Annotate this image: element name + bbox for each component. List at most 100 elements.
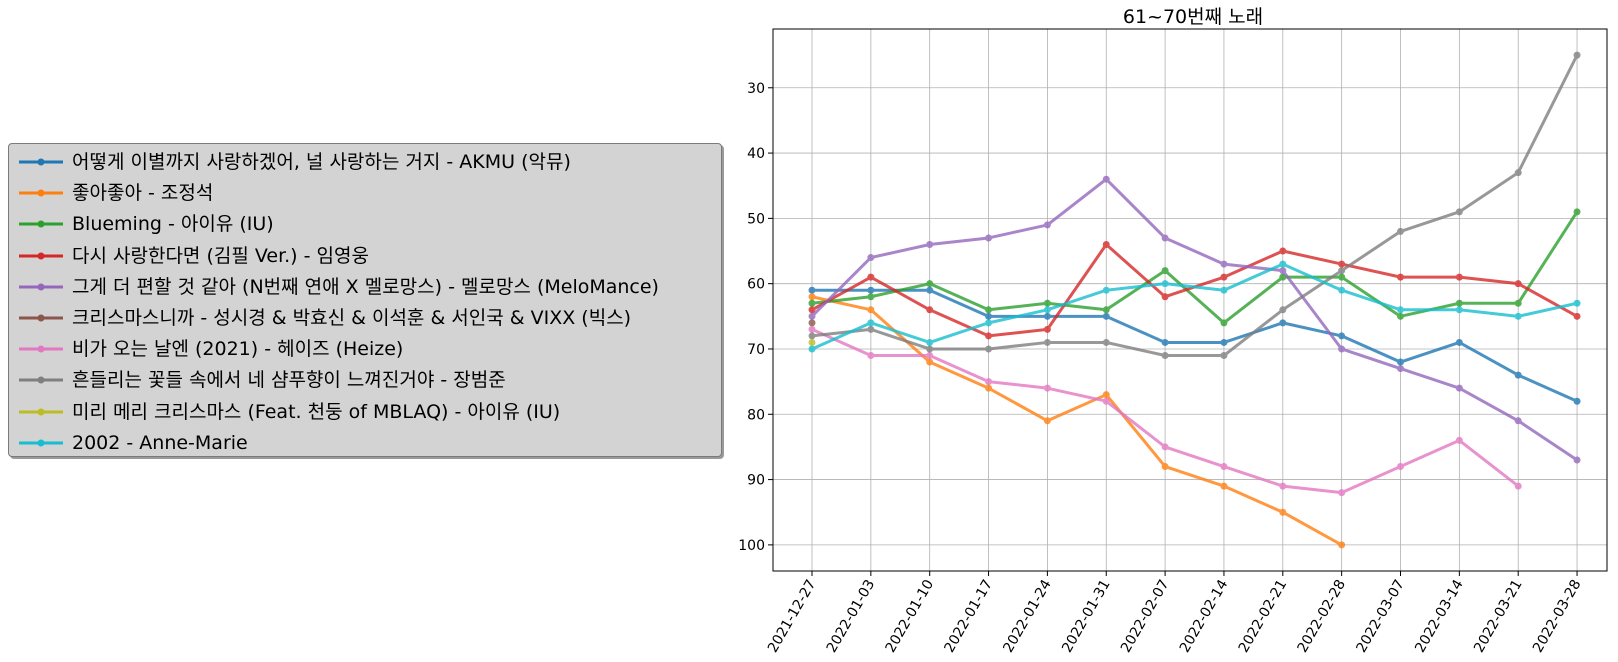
axis-ticks: 2021-12-27 2022-01-03 2022-01-10 2022-01-17… <box>738 81 1584 656</box>
data-point <box>1161 443 1169 451</box>
series-line <box>811 262 1578 351</box>
data-point <box>985 319 993 327</box>
x-tick-label: 2022-01-10 <box>883 577 938 655</box>
x-tick-label: 2022-02-21 <box>1236 577 1291 655</box>
series-line <box>811 54 1579 358</box>
data-point <box>985 345 993 353</box>
data-point <box>1279 319 1287 327</box>
data-point <box>1514 280 1522 288</box>
legend-item: 다시 사랑한다면 (김필 Ver.) - 임영웅 <box>9 241 723 272</box>
data-point <box>1043 325 1051 333</box>
data-point <box>1161 293 1169 301</box>
data-point <box>1397 358 1404 366</box>
data-point <box>926 352 934 360</box>
data-point <box>1338 489 1346 497</box>
legend-swatch <box>19 439 63 447</box>
y-tick-label: 40 <box>747 146 765 162</box>
data-point <box>1043 221 1051 229</box>
legend-swatch <box>19 283 63 291</box>
data-point <box>1161 280 1169 288</box>
data-point <box>1397 306 1404 314</box>
data-point <box>1161 352 1169 360</box>
data-point <box>1338 273 1346 281</box>
x-tick-label: 2021-12-27 <box>765 577 820 655</box>
data-point <box>867 286 875 294</box>
legend-label: 좋아좋아 - 조정석 <box>72 182 214 205</box>
legend-swatch-marker <box>37 376 45 384</box>
legend-item: Blueming - 아이유 (IU) <box>9 209 723 240</box>
legend-swatch <box>19 345 63 353</box>
data-point <box>1220 260 1228 268</box>
legend-label: 어떻게 이별까지 사랑하겠어, 널 사랑하는 거지 - AKMU (악뮤) <box>72 151 571 173</box>
series-lines <box>808 51 1581 549</box>
legend-swatch-marker <box>37 158 45 166</box>
x-tick-label: 2022-03-07 <box>1353 577 1408 655</box>
data-point <box>985 384 993 392</box>
legend-swatch-marker <box>37 314 45 322</box>
data-point <box>1043 312 1051 320</box>
data-point <box>926 338 934 346</box>
data-point <box>1338 267 1346 275</box>
series-line <box>811 295 1343 547</box>
data-point <box>1279 508 1287 516</box>
data-point <box>867 352 875 360</box>
legend-label: 크리스마스니까 - 성시경 & 박효신 & 이석훈 & 서인국 & VIXX (… <box>72 307 632 329</box>
legend-label: 비가 오는 날엔 (2021) - 헤이즈 (Heize) <box>72 338 404 361</box>
data-point <box>1573 208 1581 216</box>
legend-item: 미리 메리 크리스마스 (Feat. 천둥 of MBLAQ) - 아이유 (I… <box>9 397 723 428</box>
data-point <box>1397 365 1404 373</box>
data-point <box>1455 436 1463 444</box>
data-point <box>1455 299 1463 307</box>
data-point <box>1397 273 1404 281</box>
x-tick-label: 2022-01-03 <box>824 577 879 655</box>
data-point <box>1102 175 1110 183</box>
data-point <box>1279 267 1287 275</box>
data-point <box>1220 352 1228 360</box>
series-6 <box>808 319 816 327</box>
data-point <box>1338 541 1346 549</box>
data-point <box>985 378 993 386</box>
legend-label: 미리 메리 크리스마스 (Feat. 천둥 of MBLAQ) - 아이유 (I… <box>72 400 561 423</box>
data-point <box>1220 482 1228 490</box>
legend-swatch-marker <box>37 283 45 291</box>
data-point <box>808 338 816 346</box>
series-9 <box>808 338 816 346</box>
series-8 <box>808 51 1581 360</box>
legend-swatch-marker <box>37 220 45 228</box>
data-point <box>1102 338 1110 346</box>
data-point <box>808 299 816 307</box>
data-point <box>1043 384 1051 392</box>
data-point <box>1397 312 1404 320</box>
legend-item: 좋아좋아 - 조정석 <box>9 178 723 209</box>
data-point <box>1514 299 1522 307</box>
legend-label: 그게 더 편할 것 같아 (N번째 연애 X 멜로망스) - 멜로망스 (Mel… <box>72 275 659 298</box>
data-point <box>1161 338 1169 346</box>
data-point <box>1220 463 1228 471</box>
data-point <box>808 312 816 320</box>
data-point <box>926 345 934 353</box>
data-point <box>1279 482 1287 490</box>
legend-label: Blueming - 아이유 (IU) <box>72 213 274 236</box>
legend-item: 그게 더 편할 것 같아 (N번째 연애 X 멜로망스) - 멜로망스 (Mel… <box>9 272 723 303</box>
data-point <box>1514 417 1522 425</box>
data-point <box>1102 312 1110 320</box>
data-point <box>1514 169 1522 177</box>
legend-item: 2002 - Anne-Marie <box>9 428 723 459</box>
series-1 <box>808 286 1581 405</box>
y-tick-label: 60 <box>747 277 765 293</box>
data-point <box>1573 51 1581 59</box>
data-point <box>808 325 816 333</box>
legend-item: 크리스마스니까 - 성시경 & 박효신 & 이석훈 & 서인국 & VIXX (… <box>9 303 723 334</box>
data-point <box>1220 286 1228 294</box>
legend-label: 다시 사랑한다면 (김필 Ver.) - 임영웅 <box>72 244 369 267</box>
data-point <box>808 293 816 301</box>
legend-swatch <box>19 376 63 384</box>
legend-label: 2002 - Anne-Marie <box>72 431 248 454</box>
data-point <box>1397 227 1404 235</box>
data-point <box>1279 306 1287 314</box>
legend-swatch <box>19 252 63 260</box>
data-point <box>1102 306 1110 314</box>
data-point <box>985 312 993 320</box>
data-point <box>926 240 934 248</box>
